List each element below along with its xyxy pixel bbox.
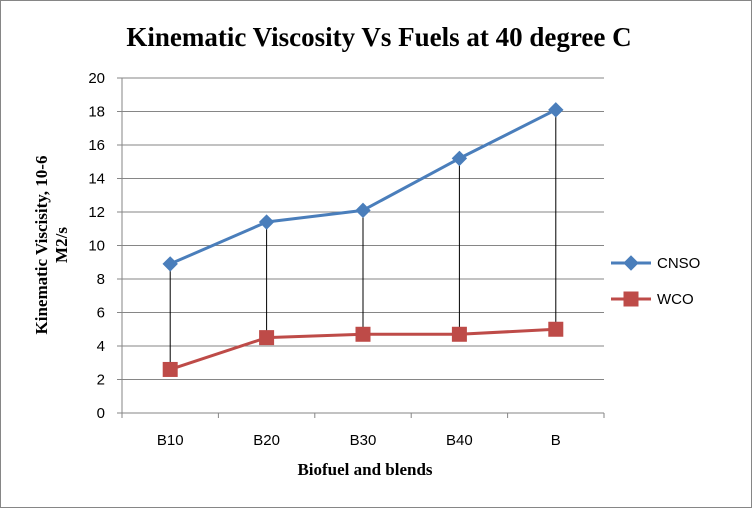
y-axis-title: Kinematic Viscisity, 10-6 M2/s [32,156,71,335]
y-tick-label: 12 [88,204,105,221]
data-point-marker [162,361,178,377]
data-point-marker [623,291,639,307]
x-axis-title: Biofuel and blends [297,460,432,479]
series-lines [162,102,564,377]
y-tick-label: 2 [97,372,105,389]
data-point-marker [355,326,371,342]
data-point-marker [548,321,564,337]
legend-item-wco: WCO [611,291,694,308]
data-point-marker [355,202,371,219]
y-axis-title-line1: Kinematic Viscisity, 10-6 [32,156,51,335]
x-tick-labels: B10 B20 B30 B40 B [157,432,561,449]
y-tick-label: 8 [97,271,105,288]
data-point-marker [258,214,275,230]
x-tick-label: B [551,432,561,449]
legend-item-cnso: CNSO [611,255,700,272]
y-tick-label: 20 [88,70,105,87]
y-tick-label: 10 [88,238,105,255]
x-tick-label: B40 [446,432,473,449]
x-tick-label: B10 [157,432,184,449]
y-tick-label: 16 [88,137,105,154]
legend-label: CNSO [657,255,700,272]
axes [117,77,605,418]
data-point-marker [451,326,467,342]
y-tick-label: 18 [88,104,105,121]
series-cnso [162,102,564,272]
chart-title: Kinematic Viscosity Vs Fuels at 40 degre… [126,22,631,52]
data-point-marker [259,330,275,346]
drop-lines [169,109,557,370]
data-point-marker [451,150,468,167]
y-axis-title-line2: M2/s [52,227,71,263]
data-point-marker [162,256,178,272]
series-wco [162,321,564,377]
legend: CNSO WCO [611,255,700,308]
legend-label: WCO [657,291,694,308]
x-tick-label: B30 [350,432,377,449]
y-tick-label: 14 [88,171,105,188]
y-tick-label: 6 [97,305,105,322]
y-tick-labels: 0 2 4 6 8 10 12 14 16 18 20 [88,70,105,422]
data-point-marker [548,102,564,118]
y-tick-label: 0 [97,405,105,422]
y-tick-label: 4 [97,338,105,355]
x-tick-label: B20 [253,432,280,449]
data-point-marker [623,255,639,271]
